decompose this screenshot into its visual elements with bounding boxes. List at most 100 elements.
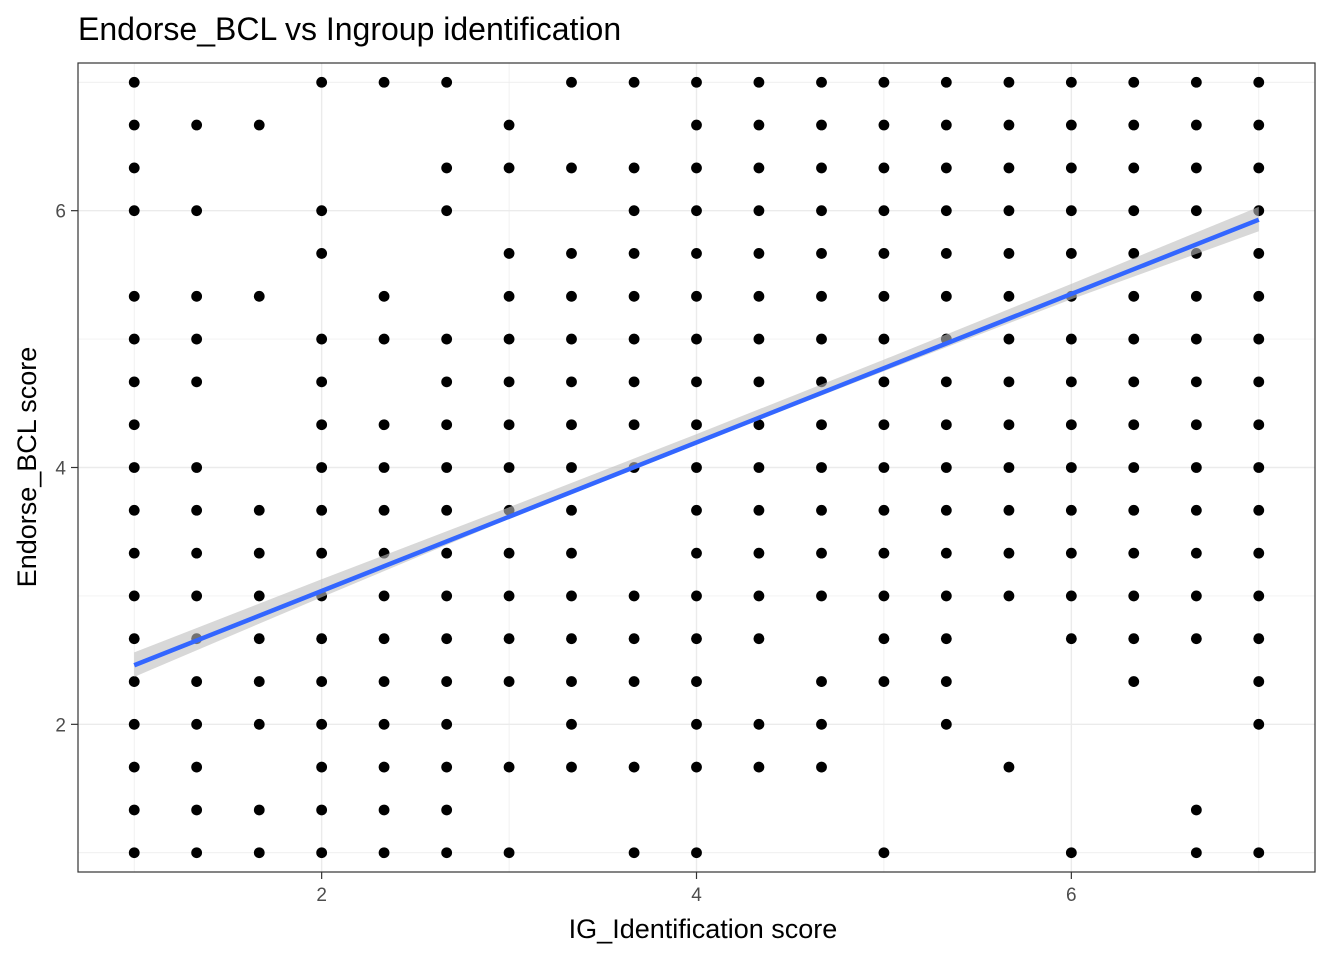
data-point: [503, 119, 515, 131]
data-point: [1128, 462, 1140, 473]
data-point: [441, 76, 453, 88]
data-point: [753, 590, 765, 602]
data-point: [1128, 333, 1140, 345]
data-point: [378, 590, 390, 602]
data-point: [1128, 419, 1140, 431]
data-point: [878, 547, 890, 559]
data-point: [1003, 462, 1015, 473]
data-point: [566, 718, 577, 730]
data-point: [816, 290, 827, 302]
data-point: [191, 376, 203, 388]
data-point: [503, 376, 515, 388]
data-point: [316, 504, 328, 516]
data-point: [128, 504, 140, 516]
data-point: [1190, 162, 1202, 174]
data-point: [816, 718, 827, 730]
data-point: [566, 504, 577, 516]
data-point: [878, 462, 890, 473]
data-point: [503, 547, 515, 559]
data-point: [878, 419, 890, 431]
data-point: [628, 76, 640, 88]
data-point: [503, 676, 515, 687]
data-point: [1190, 504, 1202, 516]
data-point: [1128, 590, 1140, 602]
data-point: [878, 504, 890, 516]
data-point: [1128, 162, 1140, 174]
data-point: [878, 847, 890, 859]
data-point: [940, 119, 952, 131]
data-point: [503, 419, 515, 431]
data-point: [691, 376, 702, 388]
data-point: [503, 847, 515, 859]
data-point: [378, 718, 390, 730]
data-point: [816, 205, 827, 217]
data-point: [1190, 76, 1202, 88]
data-point: [191, 718, 203, 730]
data-point: [816, 162, 827, 174]
data-point: [253, 504, 265, 516]
data-point: [691, 162, 702, 174]
data-point: [566, 76, 577, 88]
data-point: [1190, 419, 1202, 431]
data-point: [878, 76, 890, 88]
x-axis-ticks: 2 4 6: [316, 872, 1077, 906]
data-point: [253, 547, 265, 559]
data-point: [940, 205, 952, 217]
data-point: [691, 504, 702, 516]
data-point: [378, 76, 390, 88]
data-point: [691, 633, 702, 645]
data-point: [940, 676, 952, 687]
data-point: [316, 761, 328, 773]
data-point: [566, 761, 577, 773]
data-point: [940, 162, 952, 174]
data-point: [1065, 590, 1077, 602]
data-point: [1190, 633, 1202, 645]
data-point: [253, 804, 265, 816]
data-point: [253, 676, 265, 687]
data-point: [878, 633, 890, 645]
data-point: [566, 547, 577, 559]
data-point: [1190, 376, 1202, 388]
data-point: [1065, 119, 1077, 131]
data-point: [503, 590, 515, 602]
data-point: [378, 847, 390, 859]
data-point: [878, 119, 890, 131]
data-point: [253, 590, 265, 602]
data-point: [128, 676, 140, 687]
data-point: [128, 847, 140, 859]
data-point: [1003, 76, 1015, 88]
data-point: [1003, 547, 1015, 559]
data-point: [1065, 376, 1077, 388]
data-point: [1003, 504, 1015, 516]
data-point: [1065, 162, 1077, 174]
data-point: [753, 633, 765, 645]
data-point: [628, 290, 640, 302]
data-point: [1253, 633, 1265, 645]
data-point: [191, 119, 203, 131]
data-point: [878, 590, 890, 602]
data-point: [940, 462, 952, 473]
data-point: [628, 633, 640, 645]
data-point: [1128, 633, 1140, 645]
data-point: [441, 633, 453, 645]
data-point: [753, 333, 765, 345]
data-point: [691, 119, 702, 131]
data-point: [316, 248, 328, 259]
data-point: [628, 333, 640, 345]
x-axis-label: IG_Identification score: [569, 914, 838, 944]
data-point: [253, 847, 265, 859]
chart-title: Endorse_BCL vs Ingroup identification: [78, 11, 621, 47]
data-point: [691, 761, 702, 773]
data-point: [628, 419, 640, 431]
data-point: [1253, 847, 1265, 859]
data-point: [441, 376, 453, 388]
data-point: [940, 290, 952, 302]
data-point: [441, 162, 453, 174]
data-point: [753, 376, 765, 388]
data-point: [878, 205, 890, 217]
data-point: [441, 504, 453, 516]
x-tick-label: 2: [316, 885, 327, 906]
data-point: [1065, 333, 1077, 345]
data-point: [1065, 248, 1077, 259]
